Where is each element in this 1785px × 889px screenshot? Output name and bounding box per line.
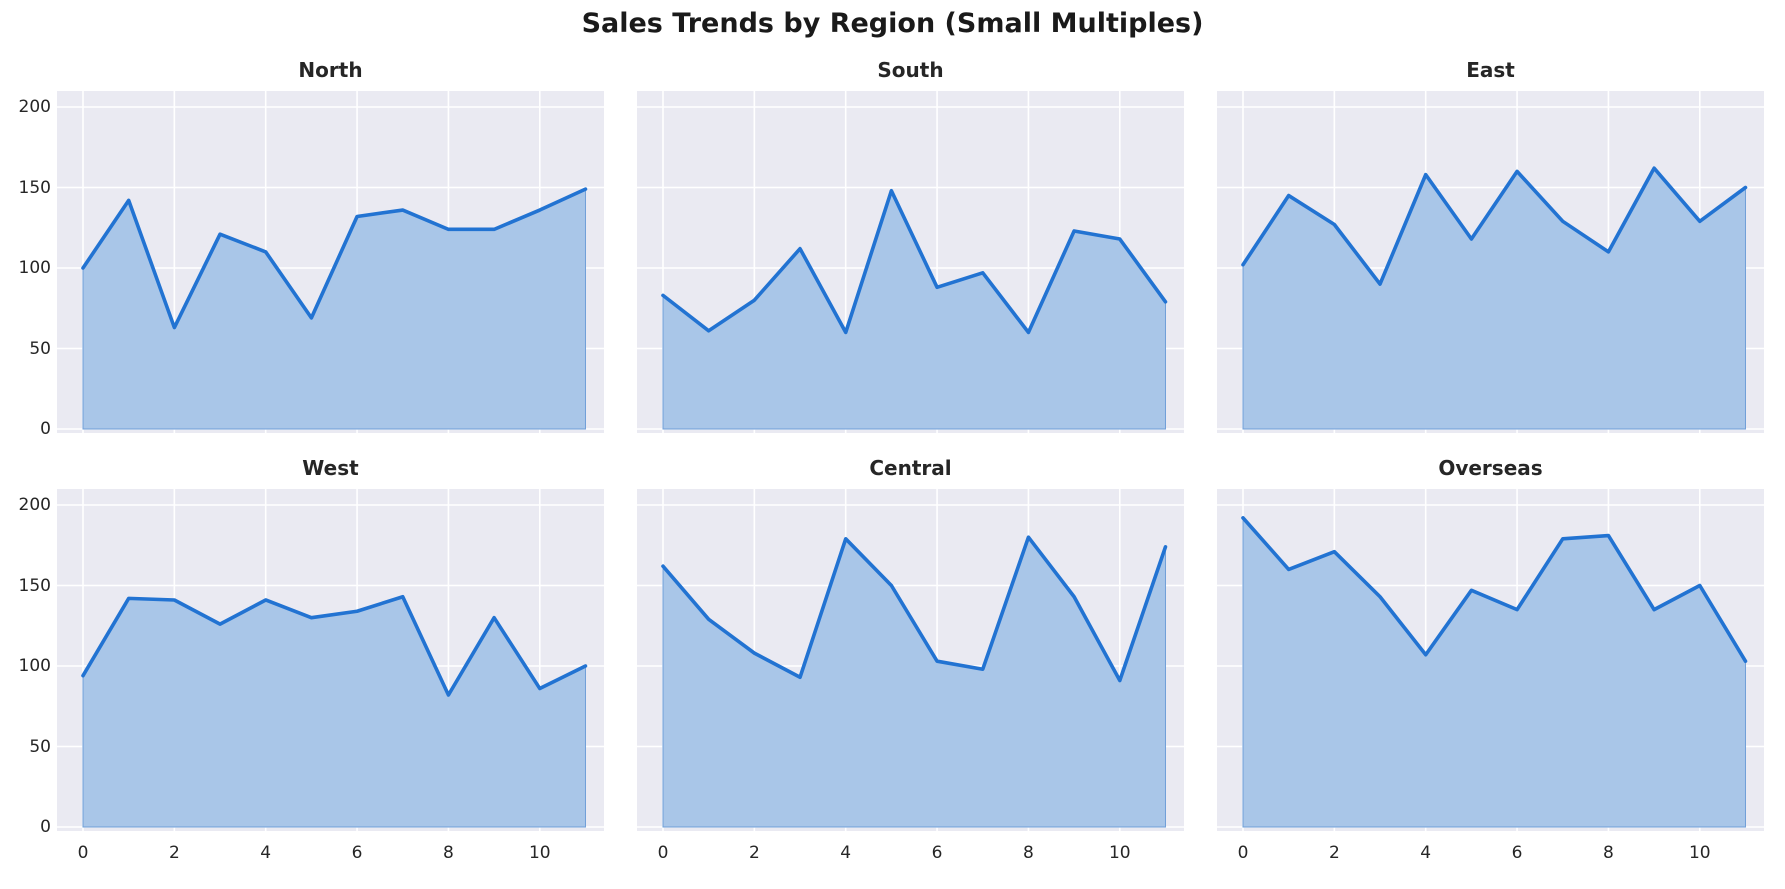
subplot-canvas-south bbox=[637, 91, 1184, 433]
x-tick-label: 6 bbox=[351, 843, 363, 863]
trend-line-overseas bbox=[1241, 516, 1748, 663]
y-tick-label: 200 bbox=[18, 495, 51, 515]
x-tick-label: 8 bbox=[1603, 843, 1614, 863]
subplot-title-central: Central bbox=[869, 456, 952, 480]
y-tick-label: 100 bbox=[18, 258, 51, 278]
x-tick-label: 2 bbox=[748, 843, 760, 863]
x-tick-label: 10 bbox=[1108, 843, 1131, 863]
chart-title: Sales Trends by Region (Small Multiples) bbox=[581, 8, 1204, 39]
x-tick-label: 4 bbox=[840, 843, 852, 863]
x-tick-label: 10 bbox=[528, 843, 551, 863]
trend-line-east bbox=[1241, 166, 1748, 286]
x-tick-label: 8 bbox=[1023, 843, 1034, 863]
y-tick-label: 50 bbox=[29, 736, 51, 757]
subplot-title-north: North bbox=[298, 58, 363, 82]
x-tick-label: 2 bbox=[1328, 843, 1340, 863]
subplot-canvas-central bbox=[637, 489, 1184, 831]
y-tick-label: 150 bbox=[18, 575, 51, 596]
subplot-canvas-overseas bbox=[1217, 489, 1764, 831]
subplot-canvas-west bbox=[57, 489, 604, 831]
y-tick-label: 200 bbox=[18, 97, 51, 117]
subplot-title-south: South bbox=[877, 58, 944, 82]
subplot-central: Central bbox=[637, 456, 1184, 831]
x-tick-label: 4 bbox=[260, 843, 272, 863]
x-tick-label: 6 bbox=[931, 843, 943, 863]
trend-line-south bbox=[661, 188, 1168, 335]
subplot-north: North bbox=[57, 58, 604, 433]
subplot-west: West bbox=[57, 456, 604, 831]
subplot-overseas: Overseas bbox=[1217, 456, 1764, 831]
x-tick-label: 2 bbox=[168, 843, 180, 863]
x-tick-label: 8 bbox=[443, 843, 454, 863]
trend-line-central bbox=[661, 535, 1168, 683]
subplot-south: South bbox=[637, 58, 1184, 433]
trend-line-west bbox=[81, 594, 588, 697]
y-tick-label: 50 bbox=[29, 338, 51, 359]
subplot-east: East bbox=[1217, 58, 1764, 433]
subplot-title-east: East bbox=[1466, 58, 1515, 82]
y-tick-label: 100 bbox=[18, 656, 51, 676]
y-tick-label: 150 bbox=[18, 177, 51, 198]
x-tick-label: 4 bbox=[1420, 843, 1432, 863]
x-tick-label: 0 bbox=[77, 843, 89, 863]
subplot-canvas-north bbox=[57, 91, 604, 433]
y-tick-label: 0 bbox=[40, 817, 51, 837]
x-tick-label: 0 bbox=[1237, 843, 1249, 863]
trend-line-north bbox=[81, 187, 588, 330]
subplot-title-overseas: Overseas bbox=[1438, 456, 1543, 480]
subplot-title-west: West bbox=[302, 456, 359, 480]
x-tick-label: 10 bbox=[1688, 843, 1711, 863]
y-tick-label: 0 bbox=[40, 419, 51, 439]
subplot-canvas-east bbox=[1217, 91, 1764, 433]
x-tick-label: 0 bbox=[657, 843, 669, 863]
x-tick-label: 6 bbox=[1511, 843, 1523, 863]
